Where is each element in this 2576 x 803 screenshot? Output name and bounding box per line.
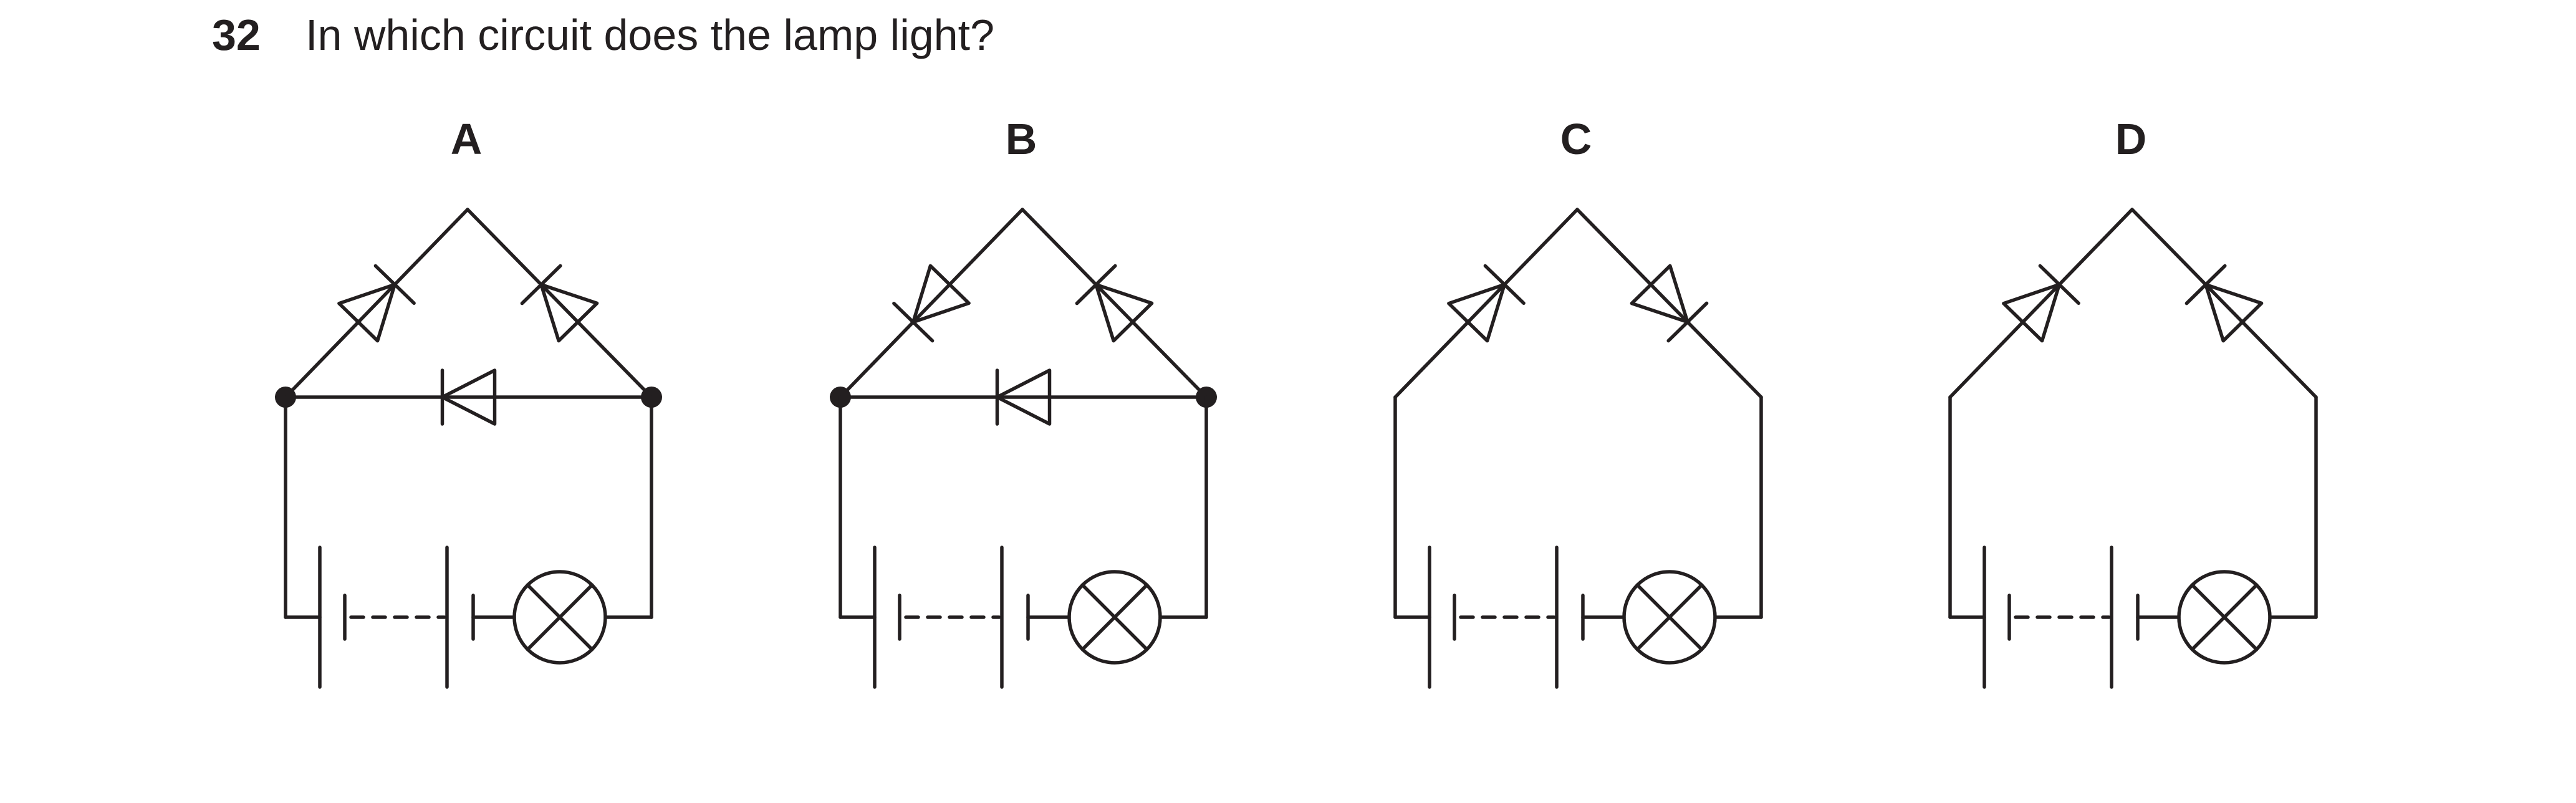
question-text: In which circuit does the lamp light? bbox=[305, 11, 994, 59]
diode-bar bbox=[1666, 301, 1709, 343]
diode-triangle bbox=[2204, 282, 2264, 343]
diode-triangle bbox=[337, 282, 396, 343]
diode-bar bbox=[1483, 264, 1526, 305]
diode-top-right bbox=[2130, 208, 2318, 399]
diode-top-left bbox=[1393, 208, 1579, 399]
diode-bar bbox=[2038, 264, 2080, 305]
question-number: 32 bbox=[212, 11, 261, 59]
diode-wire bbox=[1948, 208, 2134, 399]
option-label: B bbox=[1006, 115, 1037, 163]
diode-bar bbox=[2184, 264, 2227, 305]
circuit-option-d: D bbox=[1948, 115, 2318, 689]
diode-middle bbox=[284, 368, 653, 426]
diode-bar bbox=[1075, 264, 1117, 305]
diode-triangle bbox=[2002, 282, 2061, 343]
diode-wire bbox=[2130, 208, 2318, 399]
diode-top-left bbox=[839, 208, 1024, 399]
diode-wire bbox=[1393, 208, 1579, 399]
circuit-option-c: C bbox=[1393, 115, 1763, 689]
circuit-option-b: B bbox=[830, 115, 1217, 689]
lamp-symbol bbox=[1067, 570, 1162, 665]
diode-wire bbox=[1575, 208, 1763, 399]
battery-lamp-branch bbox=[839, 546, 1208, 689]
diode-wire bbox=[839, 208, 1024, 399]
battery-lamp-branch bbox=[1393, 546, 1763, 689]
lamp-symbol bbox=[512, 570, 607, 665]
battery-lamp-branch bbox=[1948, 546, 2318, 689]
diode-triangle bbox=[995, 368, 1052, 426]
option-label: C bbox=[1560, 115, 1592, 163]
diode-triangle bbox=[1447, 282, 1506, 343]
lamp-cross bbox=[526, 583, 594, 652]
diode-top-right bbox=[1575, 208, 1763, 399]
diode-bar bbox=[373, 264, 416, 305]
diode-triangle bbox=[911, 264, 971, 324]
diode-triangle bbox=[1094, 282, 1154, 343]
diode-bar bbox=[520, 264, 562, 305]
diode-triangle bbox=[539, 282, 599, 343]
diode-wire bbox=[284, 208, 469, 399]
diode-triangle bbox=[440, 368, 497, 426]
diode-bar bbox=[892, 301, 935, 343]
diode-top-left bbox=[284, 208, 469, 399]
lamp-symbol bbox=[1622, 570, 1717, 665]
question: 32 In which circuit does the lamp light? bbox=[212, 4, 994, 66]
circuit-option-a: A bbox=[275, 115, 662, 689]
lamp-symbol bbox=[2177, 570, 2272, 665]
lamp-cross bbox=[1635, 583, 1704, 652]
diode-top-right bbox=[1021, 208, 1208, 399]
option-label: D bbox=[2115, 115, 2147, 163]
diode-wire bbox=[466, 208, 653, 399]
option-label: A bbox=[451, 115, 483, 163]
diode-triangle bbox=[1630, 264, 1689, 324]
diode-middle bbox=[839, 368, 1208, 426]
battery-lamp-branch bbox=[284, 546, 653, 689]
diode-top-left bbox=[1948, 208, 2134, 399]
diode-wire bbox=[1021, 208, 1208, 399]
diode-top-right bbox=[466, 208, 653, 399]
lamp-cross bbox=[2190, 583, 2259, 652]
lamp-cross bbox=[1080, 583, 1149, 652]
